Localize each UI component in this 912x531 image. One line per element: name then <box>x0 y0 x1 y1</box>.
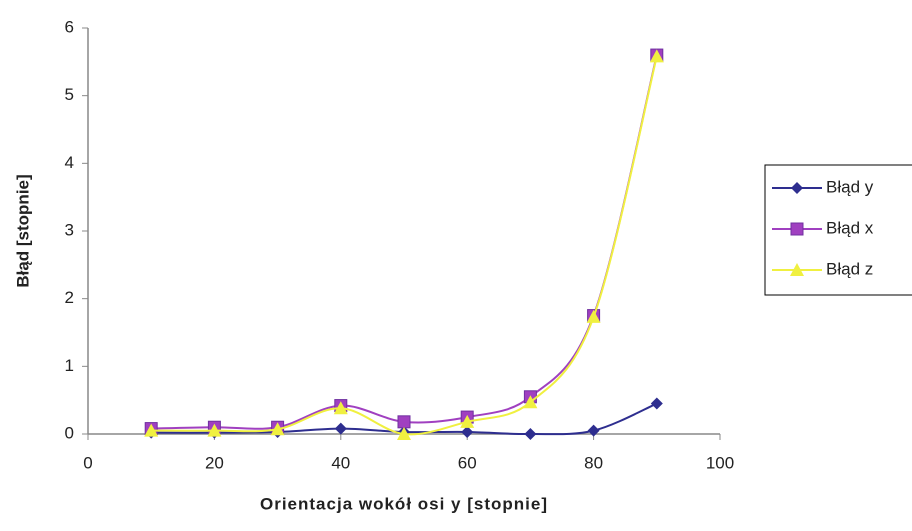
point <box>397 415 411 429</box>
y-tick-label: 3 <box>65 220 74 239</box>
legend-label: Błąd z <box>826 259 873 278</box>
x-tick-label: 20 <box>205 453 224 472</box>
y-tick-label: 2 <box>65 288 74 307</box>
legend-marker <box>790 222 804 236</box>
point <box>270 422 285 436</box>
point <box>334 422 347 435</box>
y-tick-label: 6 <box>65 17 74 36</box>
point <box>586 309 601 323</box>
x-tick-label: 80 <box>584 453 603 472</box>
series-line <box>151 56 658 436</box>
legend-marker <box>790 263 804 276</box>
x-tick-label: 40 <box>331 453 350 472</box>
legend-marker <box>791 182 803 194</box>
legend-label: Błąd x <box>826 218 874 237</box>
point <box>524 428 537 440</box>
y-tick-label: 4 <box>65 153 74 172</box>
point <box>397 427 411 440</box>
series-line <box>151 54 658 430</box>
point <box>587 424 600 437</box>
x-tick-label: 0 <box>83 453 92 472</box>
point <box>650 397 663 410</box>
y-axis-title: Błąd [stopnie] <box>13 174 32 287</box>
point <box>460 414 475 428</box>
point <box>523 395 538 409</box>
point <box>649 49 664 63</box>
y-tick-label: 0 <box>65 423 74 442</box>
x-tick-label: 60 <box>458 453 477 472</box>
point <box>144 423 159 437</box>
point <box>461 425 474 438</box>
y-tick-label: 1 <box>65 356 74 375</box>
x-tick-label: 100 <box>706 453 734 472</box>
x-axis-title: Orientacja wokół osi y [stopnie] <box>260 494 548 513</box>
y-tick-label: 5 <box>65 85 74 104</box>
point <box>207 423 222 437</box>
legend-label: Błąd y <box>826 177 874 196</box>
point <box>333 401 348 415</box>
